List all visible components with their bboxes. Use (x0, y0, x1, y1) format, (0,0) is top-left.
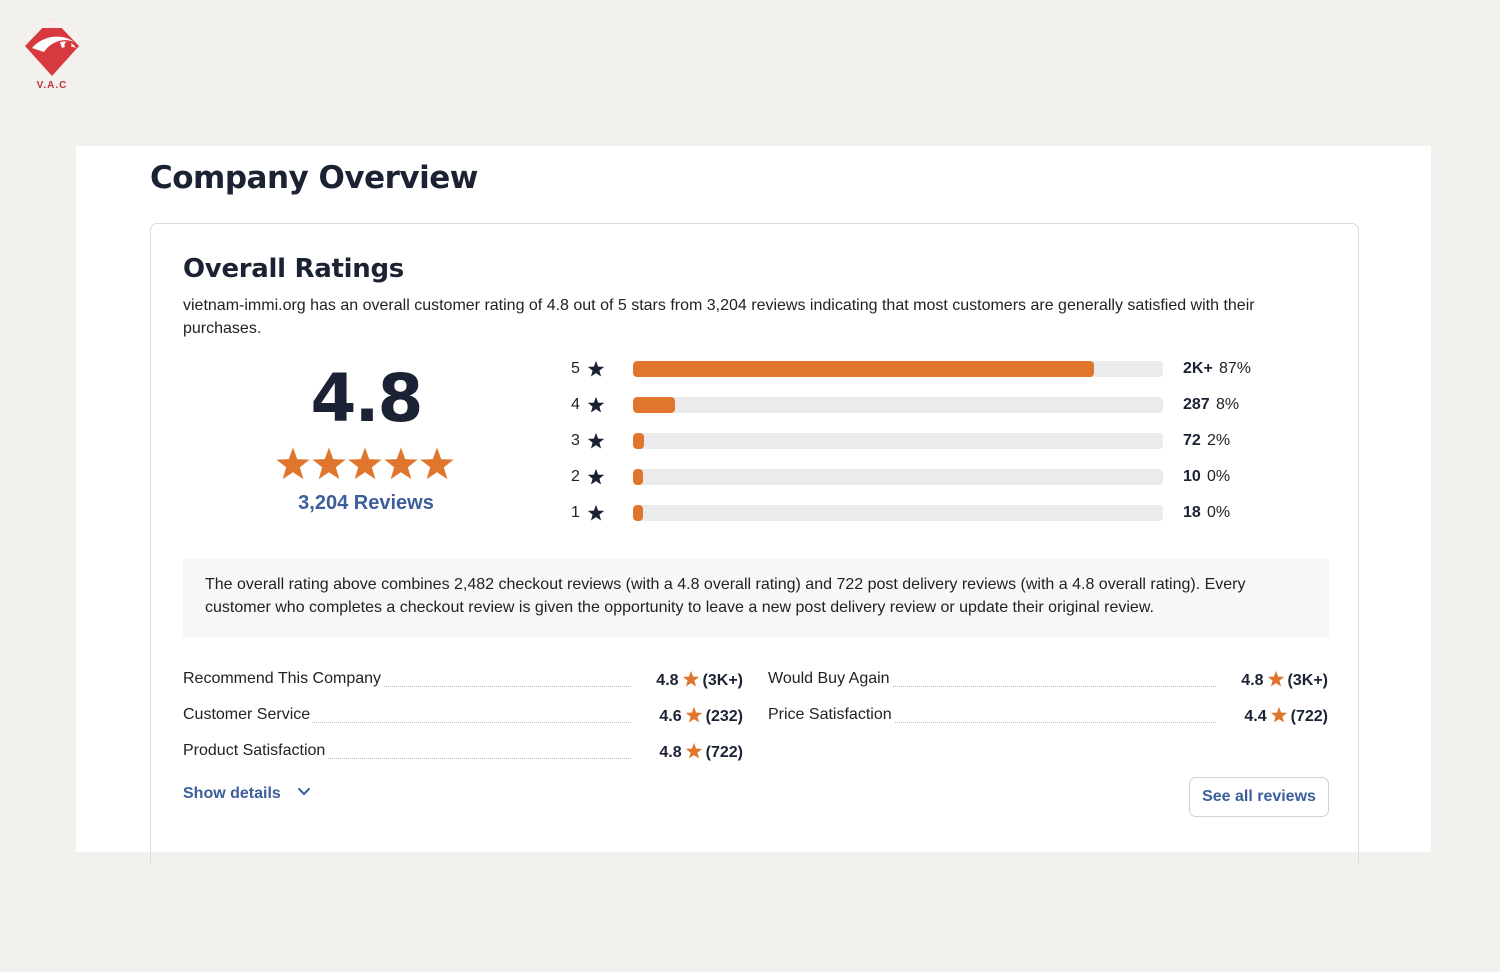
distribution-row-5[interactable]: 5 2K+ 87% (571, 358, 1291, 394)
distribution-star-label: 1 (571, 504, 580, 521)
metric-value: 4.8 (722) (659, 742, 743, 762)
distribution-star-label: 2 (571, 468, 580, 485)
metric-product-satisfaction: Product Satisfaction 4.8 (722) (183, 740, 743, 764)
overall-ratings-card: Overall Ratings vietnam-immi.org has an … (150, 223, 1359, 863)
metric-customer-service: Customer Service 4.6 (232) (183, 704, 743, 728)
metric-price-satisfaction: Price Satisfaction 4.4 (722) (768, 704, 1328, 728)
metric-leader-dots (768, 686, 1216, 687)
distribution-bar-track (633, 469, 1163, 485)
star-icon (348, 447, 382, 480)
ratings-title: Overall Ratings (183, 254, 404, 284)
distribution-count: 287 (1183, 396, 1210, 413)
distribution-percent: 2% (1207, 432, 1231, 449)
distribution-percent: 8% (1216, 396, 1240, 413)
distribution-row-3[interactable]: 3 72 2% (571, 430, 1291, 466)
distribution-bar-fill (633, 505, 643, 521)
logo-text: V.A.C (36, 80, 68, 91)
distribution-bar-fill (633, 469, 643, 485)
metric-value: 4.8 (3K+) (1241, 670, 1328, 690)
distribution-count: 10 (1183, 468, 1201, 485)
distribution-percent: 87% (1219, 360, 1252, 377)
overall-score: 4.8 (310, 360, 424, 437)
metric-label: Recommend This Company (183, 670, 384, 688)
distribution-row-2[interactable]: 2 10 0% (571, 466, 1291, 502)
star-icon (587, 396, 605, 413)
star-icon (587, 432, 605, 449)
metric-value: 4.6 (232) (659, 706, 743, 726)
star-icon (685, 706, 702, 723)
star-icon (312, 447, 346, 480)
metric-label: Would Buy Again (768, 670, 892, 688)
metric-score: 4.8 (659, 744, 682, 761)
star-icon (384, 447, 418, 480)
star-icon (1270, 706, 1287, 723)
metric-would-buy-again: Would Buy Again 4.8 (3K+) (768, 668, 1328, 692)
metric-leader-dots (183, 686, 631, 687)
page-title: Company Overview (150, 160, 478, 196)
metric-value: 4.8 (3K+) (656, 670, 743, 690)
star-icon (682, 670, 699, 687)
star-icon (587, 504, 605, 521)
vac-logo[interactable]: V.A.C (22, 14, 82, 94)
vac-logo-mark (25, 18, 79, 76)
metric-leader-dots (768, 722, 1216, 723)
metric-score: 4.4 (1244, 708, 1267, 725)
distribution-row-1[interactable]: 1 18 0% (571, 502, 1291, 538)
metric-recommend-this-company: Recommend This Company 4.8 (3K+) (183, 668, 743, 692)
overall-stars (276, 447, 454, 480)
distribution-bar-track (633, 361, 1163, 377)
metric-score: 4.6 (659, 708, 682, 725)
ratings-summary: vietnam-immi.org has an overall customer… (183, 297, 1255, 337)
distribution-row-4[interactable]: 4 287 8% (571, 394, 1291, 430)
star-icon (420, 447, 454, 480)
metric-count: (3K+) (1287, 672, 1328, 689)
star-icon (1267, 670, 1284, 687)
show-details-toggle[interactable]: Show details (183, 785, 311, 803)
metric-score: 4.8 (1241, 672, 1264, 689)
metric-label: Customer Service (183, 706, 313, 724)
metric-count: (722) (1290, 708, 1328, 725)
distribution-percent: 0% (1207, 504, 1231, 521)
distribution-bar-fill (633, 361, 1095, 377)
distribution-bar-track (633, 505, 1163, 521)
metric-count: (722) (705, 744, 743, 761)
distribution-bar-fill (633, 397, 676, 413)
distribution-percent: 0% (1207, 468, 1231, 485)
distribution-bar-track (633, 433, 1163, 449)
star-icon (587, 360, 605, 377)
metric-count: (232) (705, 708, 743, 725)
distribution-bar-fill (633, 433, 644, 449)
company-overview-panel: Company Overview Overall Ratings vietnam… (76, 146, 1431, 863)
rating-note: The overall rating above combines 2,482 … (183, 559, 1329, 637)
chevron-down-icon (298, 788, 311, 795)
see-all-reviews-button[interactable]: See all reviews (1189, 777, 1329, 817)
distribution-star-label: 5 (571, 360, 580, 377)
metric-count: (3K+) (702, 672, 743, 689)
metric-value: 4.4 (722) (1244, 706, 1328, 726)
distribution-count: 2K+ (1183, 360, 1213, 377)
metric-leader-dots (183, 758, 631, 759)
distribution-count: 72 (1183, 432, 1201, 449)
star-icon (685, 742, 702, 759)
show-details-label: Show details (183, 785, 281, 802)
rating-distribution: 5 2K+ 87% 4 287 8% 3 72 2% 2 10 0% 1 18 0% (571, 358, 1291, 538)
metric-label: Price Satisfaction (768, 706, 894, 724)
metric-score: 4.8 (656, 672, 679, 689)
distribution-star-label: 3 (571, 432, 580, 449)
star-icon (587, 468, 605, 485)
metric-leader-dots (183, 722, 631, 723)
distribution-bar-track (633, 397, 1163, 413)
metric-label: Product Satisfaction (183, 742, 328, 760)
star-icon (276, 447, 310, 480)
distribution-count: 18 (1183, 504, 1201, 521)
reviews-count-link[interactable]: 3,204 Reviews (298, 492, 434, 514)
distribution-star-label: 4 (571, 396, 580, 413)
